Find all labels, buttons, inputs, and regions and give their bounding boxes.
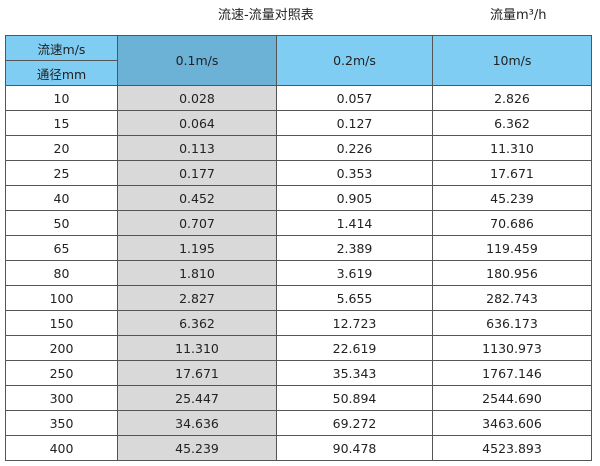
diameter-cell: 300 [5, 385, 118, 411]
table-row: 65 1.195 2.389 119.459 [5, 235, 592, 261]
diameter-header: 通径mm [5, 60, 118, 86]
diameter-cell: 250 [5, 360, 118, 386]
flow-cell: 6.362 [432, 110, 592, 136]
table-row: 250 17.671 35.343 1767.146 [5, 360, 592, 386]
diameter-cell: 65 [5, 235, 118, 261]
flow-cell: 4523.893 [432, 435, 592, 461]
flow-cell: 25.447 [117, 385, 277, 411]
table-row: 10 0.028 0.057 2.826 [5, 85, 592, 111]
diameter-cell: 200 [5, 335, 118, 361]
flow-cell: 0.057 [276, 85, 433, 111]
flow-cell: 45.239 [432, 185, 592, 211]
flow-cell: 180.956 [432, 260, 592, 286]
flow-cell: 1.810 [117, 260, 277, 286]
flow-cell: 5.655 [276, 285, 433, 311]
flow-cell: 1767.146 [432, 360, 592, 386]
diameter-cell: 25 [5, 160, 118, 186]
flow-cell: 2544.690 [432, 385, 592, 411]
table-row: 20 0.113 0.226 11.310 [5, 135, 592, 161]
table-row: 40 0.452 0.905 45.239 [5, 185, 592, 211]
diameter-cell: 350 [5, 410, 118, 436]
flow-cell: 0.226 [276, 135, 433, 161]
flow-cell: 0.028 [117, 85, 277, 111]
flow-cell: 282.743 [432, 285, 592, 311]
flow-cell: 0.707 [117, 210, 277, 236]
header-row-2: 通径mm [5, 60, 592, 86]
diameter-cell: 100 [5, 285, 118, 311]
flow-cell: 70.686 [432, 210, 592, 236]
flow-cell: 11.310 [117, 335, 277, 361]
flow-cell: 2.389 [276, 235, 433, 261]
diameter-cell: 80 [5, 260, 118, 286]
flow-cell: 1130.973 [432, 335, 592, 361]
diameter-cell: 10 [5, 85, 118, 111]
flow-cell: 0.113 [117, 135, 277, 161]
flow-cell: 0.353 [276, 160, 433, 186]
flow-cell: 0.905 [276, 185, 433, 211]
diameter-cell: 400 [5, 435, 118, 461]
flow-table: 流速m/s 0.1m/s 0.2m/s 10m/s 通径mm 10 0.028 0.… [5, 35, 592, 461]
col-header-0.2: 0.2m/s [276, 35, 433, 86]
diameter-cell: 40 [5, 185, 118, 211]
flow-cell: 0.177 [117, 160, 277, 186]
flow-cell: 3463.606 [432, 410, 592, 436]
flow-cell: 69.272 [276, 410, 433, 436]
col-header-0.1: 0.1m/s [117, 35, 277, 86]
flow-cell: 90.478 [276, 435, 433, 461]
flow-cell: 34.636 [117, 410, 277, 436]
table-row: 50 0.707 1.414 70.686 [5, 210, 592, 236]
table-row: 100 2.827 5.655 282.743 [5, 285, 592, 311]
flow-cell: 2.826 [432, 85, 592, 111]
flow-cell: 3.619 [276, 260, 433, 286]
header-row: 流速m/s 0.1m/s 0.2m/s 10m/s [5, 35, 592, 86]
flow-cell: 0.127 [276, 110, 433, 136]
table-row: 15 0.064 0.127 6.362 [5, 110, 592, 136]
flow-cell: 119.459 [432, 235, 592, 261]
flow-cell: 11.310 [432, 135, 592, 161]
flow-cell: 45.239 [117, 435, 277, 461]
unit-label: 流量m³/h [490, 8, 547, 23]
diameter-cell: 50 [5, 210, 118, 236]
table-title: 流速-流量对照表 [218, 8, 314, 23]
table-row: 25 0.177 0.353 17.671 [5, 160, 592, 186]
flow-cell: 17.671 [117, 360, 277, 386]
flow-cell: 636.173 [432, 310, 592, 336]
flow-cell: 17.671 [432, 160, 592, 186]
flow-cell: 35.343 [276, 360, 433, 386]
table-row: 400 45.239 90.478 4523.893 [5, 435, 592, 461]
flow-cell: 6.362 [117, 310, 277, 336]
flow-cell: 12.723 [276, 310, 433, 336]
flow-cell: 0.064 [117, 110, 277, 136]
speed-header: 流速m/s [5, 35, 118, 61]
flow-cell: 22.619 [276, 335, 433, 361]
flow-cell: 50.894 [276, 385, 433, 411]
table-row: 150 6.362 12.723 636.173 [5, 310, 592, 336]
flow-cell: 0.452 [117, 185, 277, 211]
flow-cell: 1.195 [117, 235, 277, 261]
table-row: 350 34.636 69.272 3463.606 [5, 410, 592, 436]
col-header-10: 10m/s [432, 35, 592, 86]
table-row: 300 25.447 50.894 2544.690 [5, 385, 592, 411]
table-row: 200 11.310 22.619 1130.973 [5, 335, 592, 361]
diameter-cell: 15 [5, 110, 118, 136]
flow-cell: 1.414 [276, 210, 433, 236]
flow-cell: 2.827 [117, 285, 277, 311]
diameter-cell: 150 [5, 310, 118, 336]
diameter-cell: 20 [5, 135, 118, 161]
table-row: 80 1.810 3.619 180.956 [5, 260, 592, 286]
